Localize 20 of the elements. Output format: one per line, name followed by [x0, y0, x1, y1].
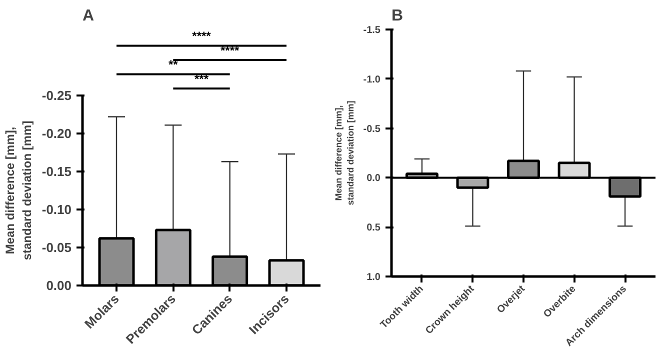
y-tick-label: 0.5: [366, 222, 381, 234]
chart-title: B: [392, 8, 404, 24]
text: **: [168, 58, 178, 72]
y-tick-label: 0.00: [46, 278, 72, 293]
y-tick-label: -0.15: [42, 164, 72, 179]
y-axis-title: Mean difference [mm], standard deviation [mm]: [3, 120, 34, 260]
y-axis-title: Mean difference [mm], standard deviation [mm]: [333, 100, 356, 206]
y-tick-label: -0.05: [42, 240, 72, 255]
text: ***: [194, 72, 209, 86]
text: ****: [192, 29, 212, 44]
y-tick-label: -0.20: [42, 126, 72, 141]
chart-title: A: [82, 8, 94, 24]
y-tick-label: -0.5: [363, 124, 381, 135]
y-tick-label: -1.0: [363, 74, 381, 86]
text: ****: [220, 43, 240, 58]
y-tick-label: -1.5: [363, 25, 381, 36]
y-tick-label: 1.0: [366, 272, 381, 283]
y-tick-label: 0.0: [366, 173, 381, 184]
y-tick-label: -0.25: [42, 88, 72, 103]
y-tick-label: -0.10: [42, 202, 72, 217]
